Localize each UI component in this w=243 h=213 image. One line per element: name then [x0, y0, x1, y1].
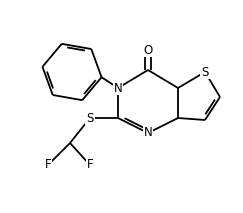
Text: N: N: [144, 127, 152, 140]
Text: O: O: [143, 43, 153, 56]
Text: F: F: [45, 158, 51, 171]
Text: S: S: [86, 111, 94, 125]
Text: S: S: [201, 66, 209, 79]
Text: N: N: [114, 82, 122, 95]
Text: F: F: [87, 158, 93, 171]
